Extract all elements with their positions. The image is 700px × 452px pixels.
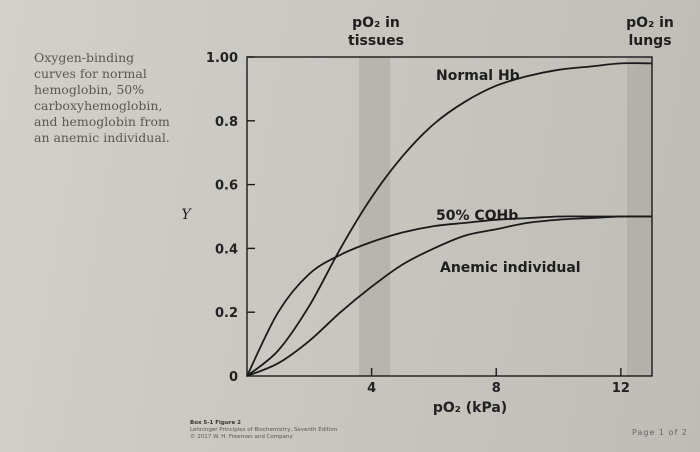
y-tick-label: 0.6 — [215, 179, 238, 194]
y-axis-label: Y — [181, 207, 192, 223]
curve-layer — [246, 62, 653, 377]
lung-band-label: lungs — [628, 33, 671, 49]
tick-layer: 0 0.2 0.4 0.6 0.8 1.00 4 8 12 — [206, 51, 630, 396]
tissue-band-label: tissues — [348, 33, 404, 49]
anemic-curve — [246, 215, 653, 377]
book-title: Lehninger Principles of Biochemistry, Se… — [190, 427, 338, 433]
anemic-label: Anemic individual — [440, 260, 581, 276]
cohb-curve — [246, 215, 652, 377]
y-tick-label: 0.4 — [215, 242, 238, 257]
y-tick-label: 0 — [229, 370, 238, 385]
caption-line: and hemoglobin from — [34, 114, 170, 129]
normal-hb-label: Normal Hb — [436, 68, 520, 84]
x-tick-label: 4 — [367, 381, 376, 396]
x-axis-label: pO₂ (kPa) — [433, 400, 507, 416]
caption-line: hemoglobin, 50% — [34, 82, 145, 97]
normal-hb-curve — [246, 62, 653, 377]
caption-line: carboxyhemoglobin, — [34, 98, 163, 113]
figure-credit: Box 5-1 Figure 2 Lehninger Principles of… — [190, 420, 337, 441]
label-layer: Normal Hb 50% COHb Anemic individual pO₂ in… — [181, 15, 673, 416]
y-tick-label: 0.8 — [215, 115, 238, 130]
cohb-label: 50% COHb — [436, 208, 518, 224]
caption-line: an anemic individual. — [34, 130, 170, 145]
copyright: © 2017 W. H. Freeman and Company — [190, 434, 293, 440]
tissue-band — [359, 57, 391, 376]
page-number: Page 1 of 2 — [632, 428, 688, 437]
caption-line: curves for normal — [34, 66, 147, 81]
y-tick-label: 0.2 — [215, 306, 238, 321]
figure-caption: Oxygen-binding curves for normal hemoglo… — [34, 50, 184, 146]
tissue-band-label: pO₂ in — [352, 15, 400, 31]
y-tick-label: 1.00 — [206, 51, 238, 66]
lung-band-label: pO₂ in — [626, 15, 674, 31]
x-tick-label: 12 — [612, 381, 630, 396]
caption-line: Oxygen-binding — [34, 50, 135, 65]
x-tick-label: 8 — [492, 381, 501, 396]
figure-label: Box 5-1 Figure 2 — [190, 420, 241, 426]
